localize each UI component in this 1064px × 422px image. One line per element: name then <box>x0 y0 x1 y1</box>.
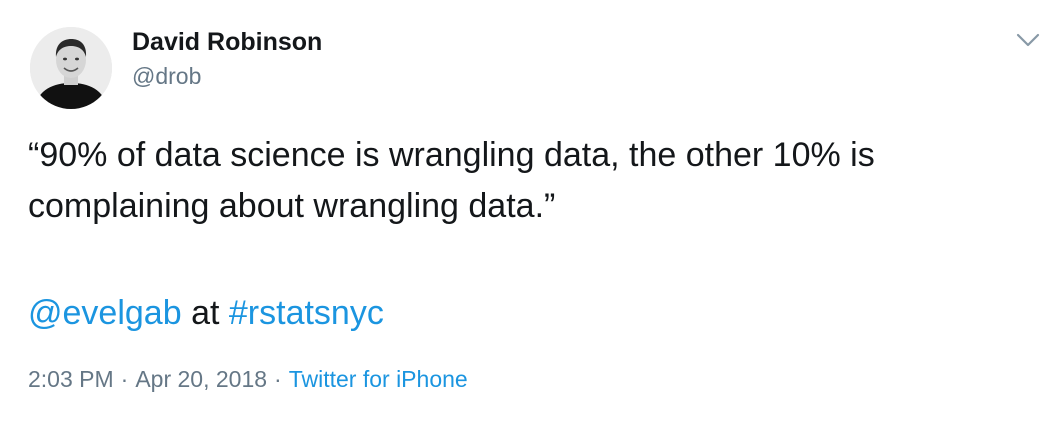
author-handle[interactable]: @drob <box>132 63 202 89</box>
avatar[interactable] <box>30 27 112 109</box>
tweet-source-link[interactable]: Twitter for iPhone <box>288 366 468 392</box>
chevron-down-icon[interactable] <box>1012 26 1044 54</box>
tweet-mentions: @evelgab at #rstatsnyc <box>28 290 384 336</box>
tweet-metadata: 2:03 PM · Apr 20, 2018 · Twitter for iPhone <box>28 366 468 393</box>
separator-dot: · <box>120 366 129 392</box>
mention-link[interactable]: @evelgab <box>28 294 182 332</box>
separator-dot: · <box>274 366 282 392</box>
connector-text: at <box>191 294 220 332</box>
author-display-name[interactable]: David Robinson <box>132 28 323 56</box>
tweet-text-line: “90% of data science is wrangling data, … <box>28 136 875 174</box>
tweet-time[interactable]: 2:03 PM <box>28 366 114 392</box>
avatar-portrait-icon <box>30 27 112 109</box>
tweet-date[interactable]: Apr 20, 2018 <box>135 366 268 392</box>
hashtag-link[interactable]: #rstatsnyc <box>228 294 384 332</box>
tweet-text-line: complaining about wrangling data.” <box>28 187 556 225</box>
tweet-text: “90% of data science is wrangling data, … <box>28 130 1048 232</box>
